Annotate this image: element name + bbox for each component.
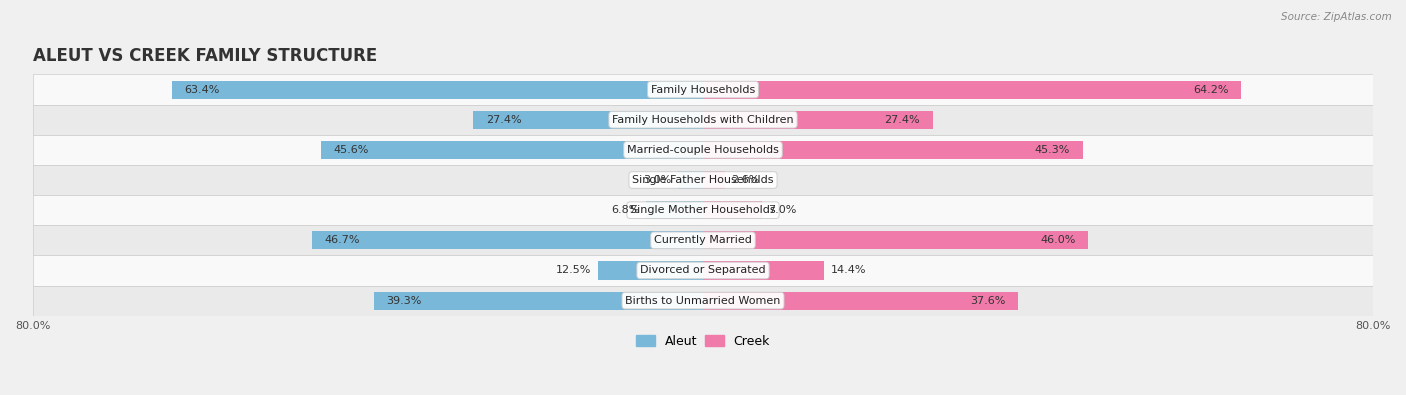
- Bar: [32, 105, 1374, 135]
- Bar: [703, 111, 932, 129]
- Text: Family Households with Children: Family Households with Children: [612, 115, 794, 125]
- Bar: [703, 231, 1088, 249]
- Text: Currently Married: Currently Married: [654, 235, 752, 245]
- Text: 45.6%: 45.6%: [333, 145, 368, 155]
- Text: 3.0%: 3.0%: [643, 175, 671, 185]
- Text: 64.2%: 64.2%: [1192, 85, 1229, 94]
- Text: 46.7%: 46.7%: [325, 235, 360, 245]
- Bar: [312, 231, 703, 249]
- Bar: [703, 171, 724, 189]
- Text: 27.4%: 27.4%: [884, 115, 920, 125]
- Bar: [32, 256, 1374, 286]
- Text: Married-couple Households: Married-couple Households: [627, 145, 779, 155]
- Bar: [32, 75, 1374, 105]
- Text: Single Mother Households: Single Mother Households: [630, 205, 776, 215]
- Bar: [678, 171, 703, 189]
- Text: 45.3%: 45.3%: [1035, 145, 1070, 155]
- Bar: [703, 81, 1241, 99]
- Text: Divorced or Separated: Divorced or Separated: [640, 265, 766, 275]
- Bar: [703, 141, 1083, 159]
- Bar: [32, 195, 1374, 225]
- Bar: [374, 292, 703, 310]
- Bar: [172, 81, 703, 99]
- Text: 39.3%: 39.3%: [387, 295, 422, 306]
- Text: 6.8%: 6.8%: [612, 205, 640, 215]
- Text: 14.4%: 14.4%: [831, 265, 866, 275]
- Bar: [32, 135, 1374, 165]
- Bar: [703, 261, 824, 280]
- Bar: [645, 201, 703, 219]
- Bar: [32, 225, 1374, 256]
- Legend: Aleut, Creek: Aleut, Creek: [631, 330, 775, 353]
- Bar: [703, 292, 1018, 310]
- Text: Family Households: Family Households: [651, 85, 755, 94]
- Text: 27.4%: 27.4%: [486, 115, 522, 125]
- Bar: [703, 201, 762, 219]
- Bar: [474, 111, 703, 129]
- Text: Source: ZipAtlas.com: Source: ZipAtlas.com: [1281, 12, 1392, 22]
- Text: Births to Unmarried Women: Births to Unmarried Women: [626, 295, 780, 306]
- Text: 37.6%: 37.6%: [970, 295, 1005, 306]
- Bar: [599, 261, 703, 280]
- Text: 12.5%: 12.5%: [557, 265, 592, 275]
- Text: ALEUT VS CREEK FAMILY STRUCTURE: ALEUT VS CREEK FAMILY STRUCTURE: [32, 47, 377, 65]
- Bar: [32, 286, 1374, 316]
- Text: 63.4%: 63.4%: [184, 85, 219, 94]
- Text: 7.0%: 7.0%: [768, 205, 797, 215]
- Text: Single Father Households: Single Father Households: [633, 175, 773, 185]
- Bar: [32, 165, 1374, 195]
- Bar: [321, 141, 703, 159]
- Text: 46.0%: 46.0%: [1040, 235, 1076, 245]
- Text: 2.6%: 2.6%: [731, 175, 759, 185]
